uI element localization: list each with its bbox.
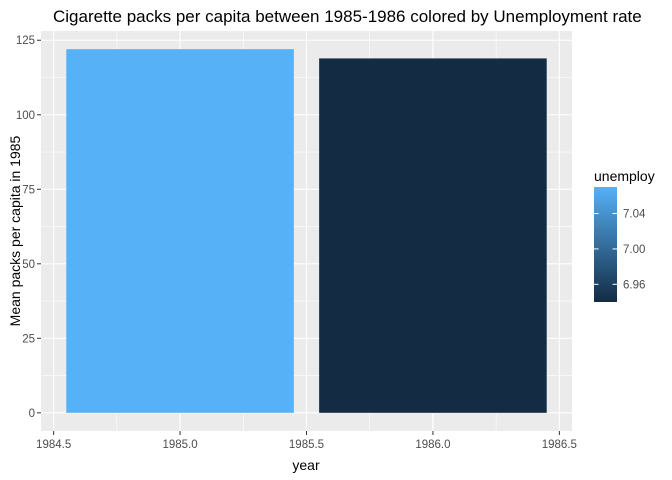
x-tick-label: 1986.5 [542, 439, 577, 451]
legend-title: unemploy [594, 168, 655, 184]
legend: unemploy 6.96 7.00 7.04 [594, 168, 655, 302]
bar-1985 [66, 49, 294, 413]
y-axis-ticks: 0 25 50 75 100 125 [16, 35, 41, 420]
legend-tick-label: 7.04 [623, 209, 646, 221]
x-tick-label: 1984.5 [36, 439, 71, 451]
x-axis-ticks: 1984.5 1985.0 1985.5 1986.0 1986.5 [36, 431, 577, 451]
x-tick-label: 1986.0 [415, 439, 450, 451]
legend-ticks: 6.96 7.00 7.04 [594, 209, 646, 291]
y-tick-label: 50 [22, 259, 35, 271]
legend-colorbar [594, 187, 617, 302]
legend-tick-label: 6.96 [623, 279, 645, 291]
y-tick-label: 125 [16, 35, 35, 47]
bar-1986 [319, 58, 547, 413]
chart-title: Cigarette packs per capita between 1985-… [53, 7, 642, 26]
y-tick-label: 0 [29, 408, 35, 420]
x-tick-label: 1985.5 [289, 439, 324, 451]
y-tick-label: 100 [16, 110, 35, 122]
bars [66, 49, 547, 413]
y-tick-label: 75 [22, 184, 35, 196]
y-tick-label: 25 [22, 333, 35, 345]
y-axis-title: Mean packs per capita in 1985 [7, 135, 23, 326]
x-axis-title: year [292, 457, 320, 473]
x-tick-label: 1985.0 [162, 439, 197, 451]
legend-tick-label: 7.00 [623, 244, 645, 256]
